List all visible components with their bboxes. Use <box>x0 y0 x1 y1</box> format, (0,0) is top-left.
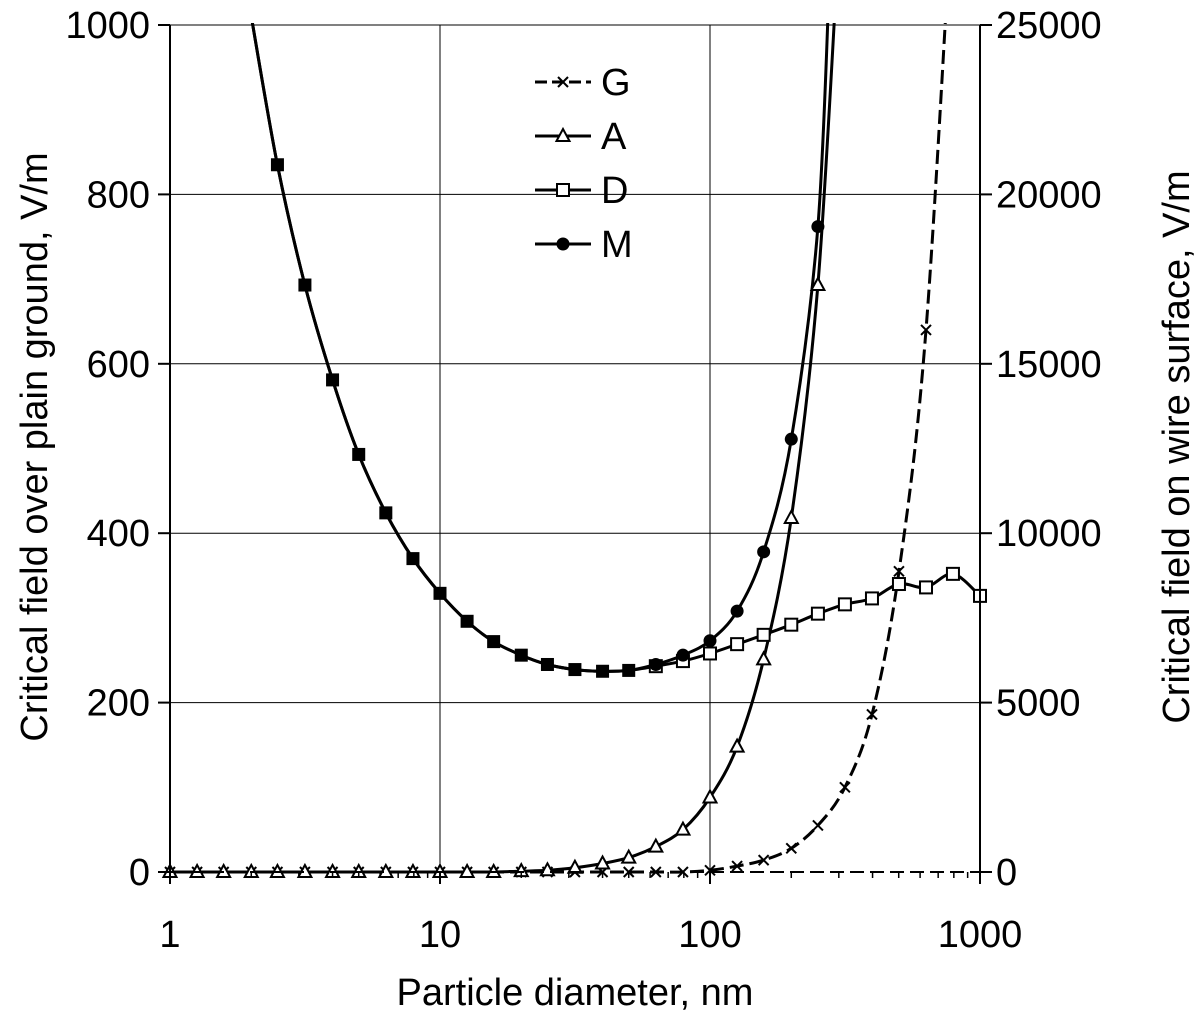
y-tick-label: 200 <box>87 683 150 725</box>
marker-G <box>866 708 878 721</box>
marker-D <box>406 552 420 566</box>
marker-D <box>703 646 717 661</box>
y2-tick-label: 5000 <box>996 683 1081 725</box>
marker-G <box>812 819 824 832</box>
legend-label: A <box>601 116 627 158</box>
marker-D <box>298 278 312 292</box>
marker-D <box>784 617 799 632</box>
marker-D <box>270 158 284 172</box>
marker-M <box>730 604 744 618</box>
marker-M <box>676 648 690 662</box>
marker-D <box>352 447 366 461</box>
legend-label: G <box>601 62 631 104</box>
y-tick-label: 800 <box>87 174 150 216</box>
legend-label: M <box>601 224 633 266</box>
marker-D <box>379 506 393 520</box>
legend-label: D <box>601 170 628 212</box>
grid <box>170 24 981 872</box>
marker-G <box>920 324 932 336</box>
y2-tick-label: 0 <box>996 852 1017 894</box>
marker-D <box>540 657 554 671</box>
marker-D <box>730 637 745 652</box>
legend-item-A: A <box>535 116 627 158</box>
marker-G <box>731 860 743 872</box>
y2-tick-label: 25000 <box>996 5 1102 47</box>
marker-D <box>810 606 825 621</box>
y2-tick-label: 20000 <box>996 174 1102 216</box>
marker-D <box>622 663 636 677</box>
marker-A <box>755 650 772 666</box>
marker-A <box>594 854 611 870</box>
y-tick-label: 0 <box>129 852 150 894</box>
legend-marker <box>557 76 569 88</box>
x-axis-title: Particle diameter, nm <box>397 972 754 1013</box>
marker-M <box>784 432 798 446</box>
marker-D <box>919 580 934 595</box>
legend-marker <box>554 126 572 142</box>
marker-M <box>811 220 825 234</box>
y-tick-label: 600 <box>87 344 150 386</box>
legend-item-D: D <box>535 170 628 212</box>
y2-axis-title: Critical field on wire surface, V/m <box>1156 170 1198 723</box>
legend-item-M: M <box>535 224 633 266</box>
series-curves <box>170 23 982 874</box>
marker-D <box>945 566 960 581</box>
legend-marker <box>556 183 570 197</box>
y2-tick-label: 10000 <box>996 513 1102 555</box>
marker-D <box>326 373 340 387</box>
curve-M <box>250 23 830 673</box>
marker-G <box>757 854 770 866</box>
marker-M <box>757 545 771 559</box>
x-tick-label: 1 <box>159 914 180 956</box>
marker-M <box>703 634 717 648</box>
marker-A <box>783 508 800 524</box>
marker-A <box>809 275 827 292</box>
marker-A <box>620 848 637 864</box>
marker-G <box>839 781 851 794</box>
y-axis-title: Critical field over plain ground, V/m <box>14 152 56 741</box>
marker-M <box>649 657 663 671</box>
marker-D <box>596 664 610 678</box>
x-tick-label: 100 <box>678 914 741 956</box>
y2-tick-label: 15000 <box>996 344 1102 386</box>
axes: 0200400600800100005000100001500020000250… <box>65 5 1101 956</box>
y-tick-label: 400 <box>87 513 150 555</box>
legend-marker <box>556 237 570 251</box>
marker-A <box>674 820 692 836</box>
marker-D <box>756 627 771 642</box>
marker-D <box>837 597 852 612</box>
marker-D <box>891 577 906 592</box>
marker-G <box>893 565 905 578</box>
marker-D <box>460 614 474 628</box>
marker-D <box>514 648 528 662</box>
x-tick-label: 10 <box>419 914 461 956</box>
marker-A <box>647 837 665 853</box>
marker-G <box>704 864 716 877</box>
x-tick-label: 1000 <box>938 914 1023 956</box>
marker-D <box>864 591 879 606</box>
legend-item-G: G <box>535 62 631 104</box>
series-markers <box>161 158 987 878</box>
marker-G <box>785 842 797 854</box>
marker-A <box>701 788 719 804</box>
marker-D <box>487 635 501 649</box>
y-tick-label: 1000 <box>65 5 150 47</box>
marker-A <box>728 737 746 753</box>
curve-D <box>250 23 982 673</box>
marker-D <box>433 586 447 600</box>
marker-D <box>568 663 582 677</box>
